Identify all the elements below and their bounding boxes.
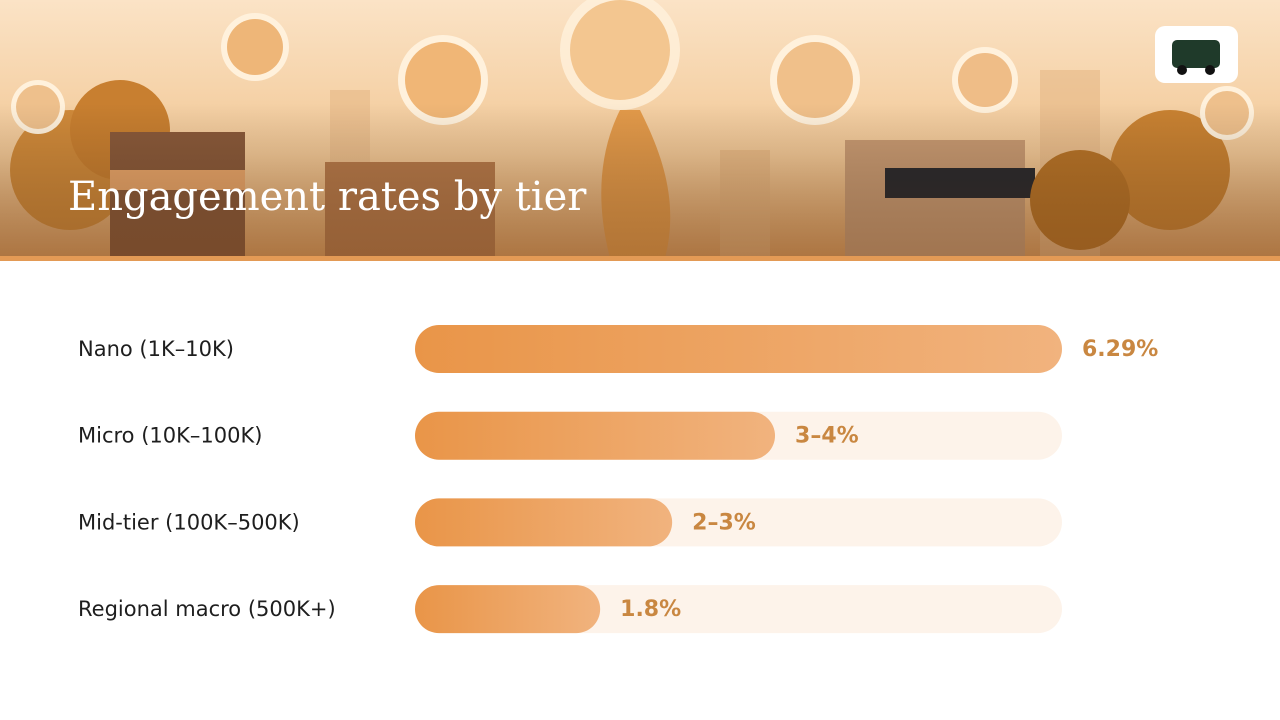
category-label: Mid-tier (100K–500K) (78, 510, 300, 534)
value-label: 3–4% (795, 424, 859, 449)
category-label: Micro (10K–100K) (78, 424, 262, 448)
bar (415, 325, 1062, 373)
banner (0, 0, 1280, 261)
bar (415, 498, 673, 547)
category-label: Nano (1K–10K) (78, 337, 234, 361)
category-label: Regional macro (500K+) (78, 597, 336, 621)
value-label: 2–3% (692, 510, 756, 535)
bar (415, 585, 601, 634)
chart-title: Engagement rates by tier (68, 174, 587, 220)
value-label: 1.8% (620, 597, 681, 622)
value-label: 6.29% (1082, 337, 1158, 362)
bar (415, 411, 776, 460)
